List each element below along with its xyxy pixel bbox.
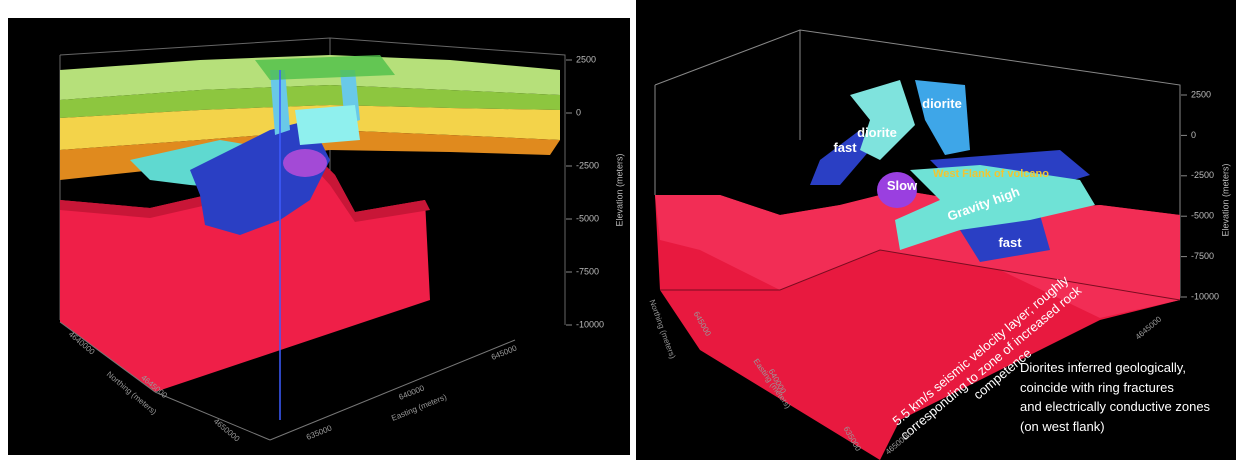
elevation-tick-label: -2500 bbox=[1191, 170, 1214, 180]
elevation-tick-label: 2500 bbox=[1191, 89, 1211, 99]
left-panel: Elevation (meters) Northing (meters) Eas… bbox=[8, 18, 630, 455]
annotation: West Flank of volcano bbox=[933, 168, 1049, 180]
annotation: Slow bbox=[887, 178, 918, 193]
note-line: Diorites inferred geologically, bbox=[1020, 360, 1186, 375]
annotation: fast bbox=[998, 235, 1022, 250]
elevation-label: Elevation (meters) bbox=[614, 153, 624, 226]
purple-body bbox=[283, 149, 327, 177]
note-line: and electrically conductive zones bbox=[1020, 399, 1211, 414]
elevation-tick-label: 2500 bbox=[576, 54, 596, 64]
note-line: coincide with ring fractures bbox=[1020, 380, 1174, 395]
elevation-tick-label: -7500 bbox=[576, 266, 599, 276]
elevation-tick-label: -10000 bbox=[576, 319, 604, 329]
elevation-label: Elevation (meters) bbox=[1220, 163, 1230, 236]
elevation-tick-label: -7500 bbox=[1191, 251, 1214, 261]
annotation: fast bbox=[833, 140, 857, 155]
elevation-tick-label: 0 bbox=[1191, 130, 1196, 140]
annotation: diorite bbox=[857, 125, 897, 140]
elevation-tick-label: -5000 bbox=[576, 213, 599, 223]
elevation-tick-label: -10000 bbox=[1191, 291, 1219, 301]
elevation-tick-label: 0 bbox=[576, 107, 581, 117]
cyan-ring bbox=[295, 105, 360, 145]
right-panel: diorite diorite fast Slow West Flank of … bbox=[636, 0, 1236, 460]
annotation: diorite bbox=[922, 96, 962, 111]
elevation-tick-label: -2500 bbox=[576, 160, 599, 170]
figure: Elevation (meters) Northing (meters) Eas… bbox=[0, 0, 1236, 460]
note-line: (on west flank) bbox=[1020, 419, 1105, 434]
elevation-tick-label: -5000 bbox=[1191, 211, 1214, 221]
